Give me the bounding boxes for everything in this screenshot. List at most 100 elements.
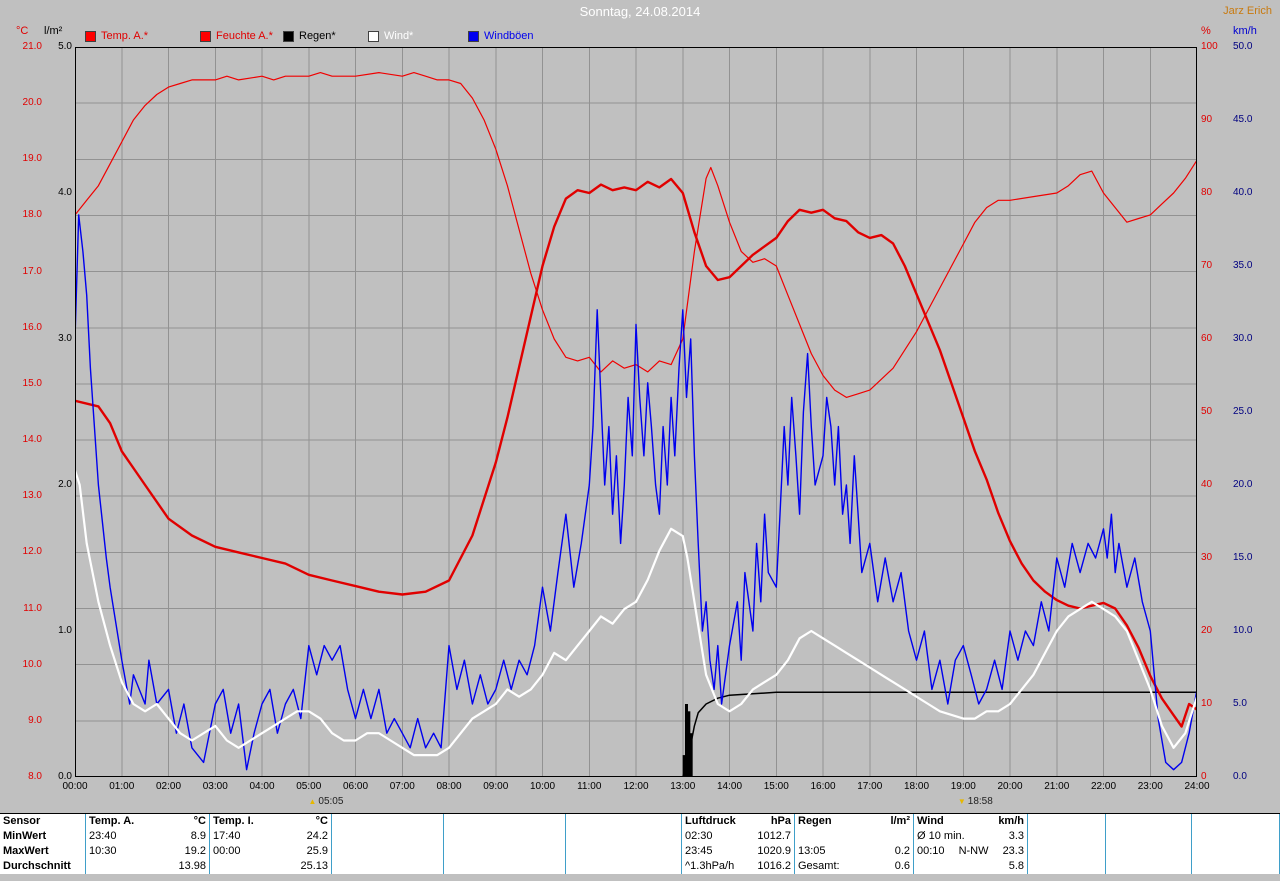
cell-text-right: 25.9 — [306, 845, 328, 857]
right-axis-unit-kmh: km/h — [1233, 25, 1257, 37]
cell-text-right: 23.3 — [1002, 845, 1024, 857]
stats-cell-empty2-min — [444, 829, 566, 844]
sunset-marker: ▼ 18:58 — [958, 796, 993, 807]
cell-text-left: 23:40 — [89, 830, 117, 842]
stats-cell-empty3-min — [566, 829, 682, 844]
y-label-celsius: 14.0 — [22, 434, 42, 446]
stats-cell-regen-header: Regen l/m² — [795, 814, 914, 829]
cell-text-right: hPa — [770, 815, 791, 827]
row-label: Sensor — [0, 814, 86, 829]
y-label-lm2: 2.0 — [58, 479, 72, 490]
cell-text-mid: N-NW — [958, 845, 989, 857]
cell-text-left: Temp. I. — [213, 815, 254, 827]
left-axis-unit-celsius: °C — [16, 25, 29, 37]
legend-swatch-icon — [368, 30, 379, 42]
stats-cell-empty5-header — [1106, 814, 1192, 829]
y-label-lm2: 0.0 — [58, 771, 72, 782]
y-label-lm2: 3.0 — [58, 333, 72, 344]
cell-text-left: 00:00 — [213, 845, 241, 857]
x-label-hour: 24:00 — [1184, 781, 1210, 792]
right-axis-unit-percent: % — [1201, 25, 1211, 37]
x-label-hour: 09:00 — [483, 781, 509, 792]
y-label-celsius: 12.0 — [22, 546, 42, 558]
stats-row-sensor: Sensor Temp. A. °C Temp. I. °C Luftdruck hPa Re… — [0, 814, 1280, 829]
cell-text-left: Ø 10 min. — [917, 830, 965, 842]
cell-text-right: 8.9 — [190, 830, 206, 842]
y-label-celsius: 10.0 — [22, 658, 42, 670]
cell-text-right: 25.13 — [300, 860, 328, 872]
x-label-hour: 04:00 — [249, 781, 275, 792]
series-windb-en — [75, 214, 1197, 771]
y-label-kmh: 25.0 — [1233, 406, 1253, 417]
legend-label: Regen* — [299, 30, 336, 42]
y-label-kmh: 15.0 — [1233, 552, 1253, 563]
y-label-percent: 30 — [1201, 552, 1213, 563]
stats-cell-empty3-avg — [566, 859, 682, 874]
x-label-hour: 08:00 — [436, 781, 462, 792]
cell-text-left: Luftdruck — [685, 815, 736, 827]
cell-text-left: Wind — [917, 815, 944, 827]
stats-cell-regen-avg: Gesamt: 0.6 — [795, 859, 914, 874]
stats-cell-empty4-avg — [1028, 859, 1106, 874]
stats-cell-temp_a-min: 23:40 8.9 — [86, 829, 210, 844]
y-label-kmh: 35.0 — [1233, 260, 1253, 271]
y-label-percent: 80 — [1201, 187, 1213, 198]
cell-text-left: 13:05 — [798, 845, 826, 857]
cell-text-left: Regen — [798, 815, 832, 827]
y-label-percent: 100 — [1201, 41, 1218, 52]
stats-row-maxwert: MaxWert 10:30 19.2 00:00 25.9 23:45 1020.9 13:0… — [0, 844, 1280, 859]
stats-cell-empty5-max — [1106, 844, 1192, 859]
cell-text-right: 0.2 — [894, 845, 910, 857]
stats-cell-luftdruck-avg: ^1.3hPa/h 1016.2 — [682, 859, 795, 874]
stats-cell-empty1-max — [332, 844, 444, 859]
stats-cell-empty4-min — [1028, 829, 1106, 844]
stats-cell-temp_i-header: Temp. I. °C — [210, 814, 332, 829]
stats-cell-regen-max: 13:05 0.2 — [795, 844, 914, 859]
legend-item-3: Regen* — [283, 30, 336, 42]
stats-cell-wind-avg: 5.8 — [914, 859, 1028, 874]
y-label-percent: 40 — [1201, 479, 1213, 490]
sunrise-time: 05:05 — [318, 796, 344, 807]
legend-item-1: Temp. A.* — [85, 30, 148, 42]
cell-text-right: km/h — [998, 815, 1024, 827]
legend-item-5: Windböen — [468, 30, 534, 42]
x-label-hour: 03:00 — [202, 781, 228, 792]
x-label-hour: 12:00 — [623, 781, 649, 792]
x-label-hour: 00:00 — [62, 781, 88, 792]
stats-cell-temp_i-max: 00:00 25.9 — [210, 844, 332, 859]
stats-cell-empty1-header — [332, 814, 444, 829]
y-label-celsius: 18.0 — [22, 209, 42, 221]
y-label-lm2: 5.0 — [58, 41, 72, 52]
series-wind — [75, 469, 1197, 757]
x-label-hour: 07:00 — [389, 781, 415, 792]
x-label-hour: 14:00 — [716, 781, 743, 792]
weather-chart-canvas — [75, 47, 1197, 777]
stats-cell-temp_i-min: 17:40 24.2 — [210, 829, 332, 844]
stats-cell-temp_i-avg: 25.13 — [210, 859, 332, 874]
stats-cell-luftdruck-min: 02:30 1012.7 — [682, 829, 795, 844]
cell-text-right: 1012.7 — [757, 830, 791, 842]
y-label-kmh: 45.0 — [1233, 114, 1253, 125]
y-label-percent: 20 — [1201, 625, 1213, 636]
x-label-hour: 13:00 — [670, 781, 696, 792]
stats-cell-wind-header: Wind km/h — [914, 814, 1028, 829]
row-label: MinWert — [0, 829, 86, 844]
cell-text-right: 0.6 — [894, 860, 910, 872]
x-label-hour: 20:00 — [997, 781, 1023, 792]
y-label-celsius: 16.0 — [22, 321, 42, 333]
y-label-percent: 0 — [1201, 771, 1207, 782]
stats-row-durchschnitt: Durchschnitt 13.98 25.13 ^1.3hPa/h 1016.2 Ges… — [0, 859, 1280, 874]
station-name: Jarz Erich — [1223, 5, 1272, 17]
x-label-hour: 02:00 — [155, 781, 182, 792]
cell-text-left: 17:40 — [213, 830, 241, 842]
cell-text-left: 23:45 — [685, 845, 713, 857]
x-label-hour: 18:00 — [903, 781, 930, 792]
legend-label: Temp. A.* — [101, 30, 149, 42]
cell-text-left: 00:10 — [917, 845, 945, 857]
cell-text-right: 5.8 — [1008, 860, 1024, 872]
legend-swatch-icon — [85, 30, 96, 42]
stats-cell-empty5-avg — [1106, 859, 1192, 874]
cell-text-right: 1016.2 — [757, 860, 791, 872]
stats-table: Sensor Temp. A. °C Temp. I. °C Luftdruck hPa Re… — [0, 813, 1280, 875]
stats-cell-empty1-min — [332, 829, 444, 844]
